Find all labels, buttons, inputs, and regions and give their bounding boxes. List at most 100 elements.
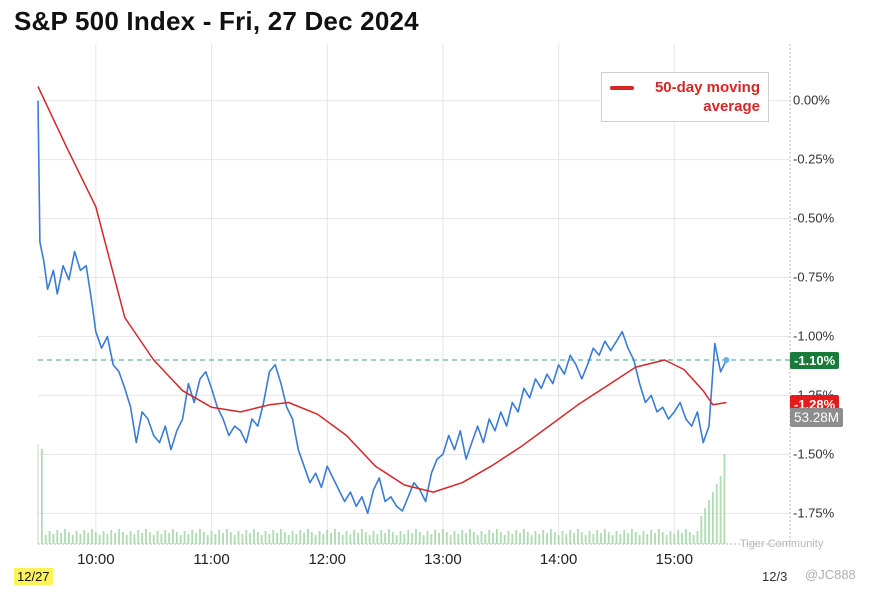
volume-bar [260,535,263,544]
volume-bar [673,534,676,544]
volume-bar [692,535,695,544]
volume-bar [657,529,660,544]
volume-bar [611,535,614,544]
volume-bar [708,500,710,544]
volume-bar [681,533,683,544]
y-tick-label: -1.00% [793,328,835,343]
volume-bar [118,529,120,544]
volume-bar [175,532,178,544]
volume-bar [438,533,440,544]
volume-bar [206,535,209,544]
volume-bar [125,535,128,544]
volume-bar [94,532,97,544]
volume-bar [364,532,367,544]
volume-bar [141,533,144,544]
x-axis-ticks: 10:00 11:00 12:00 13:00 14:00 15:00 [77,551,693,568]
volume-bar [480,531,483,544]
volume-bar [233,535,236,544]
volume-bar [314,535,317,544]
volume-bar [526,532,529,544]
volume-bar [71,535,74,544]
volume-bar [287,535,290,544]
volume-bar [669,531,672,544]
volume-bar [391,532,394,544]
grid-lines [37,44,791,545]
series-lines [37,86,730,515]
volume-bar [349,534,352,544]
volume-bar [542,530,545,544]
y-tick-label: -1.50% [793,446,835,461]
volume-bar [164,530,167,544]
volume-bar [642,531,645,544]
volume-bar [222,533,225,544]
x-tick-label: 15:00 [656,551,694,568]
volume-bar [619,534,622,544]
volume-bar [156,531,159,544]
volume-bar [268,534,271,544]
y-tick-label: -0.75% [793,269,835,284]
volume-bar [195,533,198,544]
volume-bar [168,533,171,544]
volume-bar [700,516,703,544]
volume-bar [245,530,248,544]
volume-bar [507,531,510,544]
volume-bar [145,529,147,544]
volume-bar [476,535,479,544]
volume-bar [407,530,410,544]
volume-bar [183,531,186,544]
volume-bar [380,530,383,544]
volume-bar [253,529,255,544]
volume-bar [307,529,309,544]
volume-bar [627,533,629,544]
volume-bar [584,535,587,544]
volume-bar [704,508,707,544]
x-tick-label: 14:00 [540,551,578,568]
volume-bar [121,532,124,544]
y-tick-label: -0.50% [793,211,835,226]
volume-bar [573,533,575,544]
volume-bar [496,529,498,544]
volume-bar [214,534,217,544]
volume-bar [256,532,259,544]
volume-bar [484,534,487,544]
volume-bar [719,476,722,544]
legend-swatch-ma [610,86,634,90]
volume-bar [376,534,379,544]
volume-bar [661,532,664,544]
volume-bar [299,530,302,544]
volume-bar [106,534,109,544]
volume-bar [550,529,552,544]
volume-bar [596,530,599,544]
volume-value-tag: 53.28M [790,408,844,427]
volume-bar [615,531,618,544]
volume-bar [310,532,313,544]
moving-average-line [37,86,727,493]
volume-bar [449,535,452,544]
volume-bar [395,535,398,544]
volume-bar [202,532,205,544]
volume-bar [519,533,521,544]
y-tick-label: 0.00% [793,93,830,108]
legend: 50-day moving average [601,72,769,122]
volume-bar [576,529,579,544]
volume-bar [499,532,502,544]
volume-bar [67,532,70,544]
volume-bar [426,531,429,544]
volume-bar [646,534,649,544]
volume-bar [241,534,244,544]
price-line [37,100,728,515]
volume-bar [291,531,294,544]
volume-bar [546,533,548,544]
volume-bar [83,530,86,544]
volume-bar [102,531,105,544]
volume-bar [388,529,390,544]
volume-bar [696,531,699,544]
volume-bar [341,535,344,544]
watermark-community: Tiger Community [740,538,824,550]
volume-bar [623,530,626,544]
volume-bar [361,529,363,544]
volume-bar [249,533,252,544]
volume-bar [561,531,564,544]
volume-bar [384,533,386,544]
